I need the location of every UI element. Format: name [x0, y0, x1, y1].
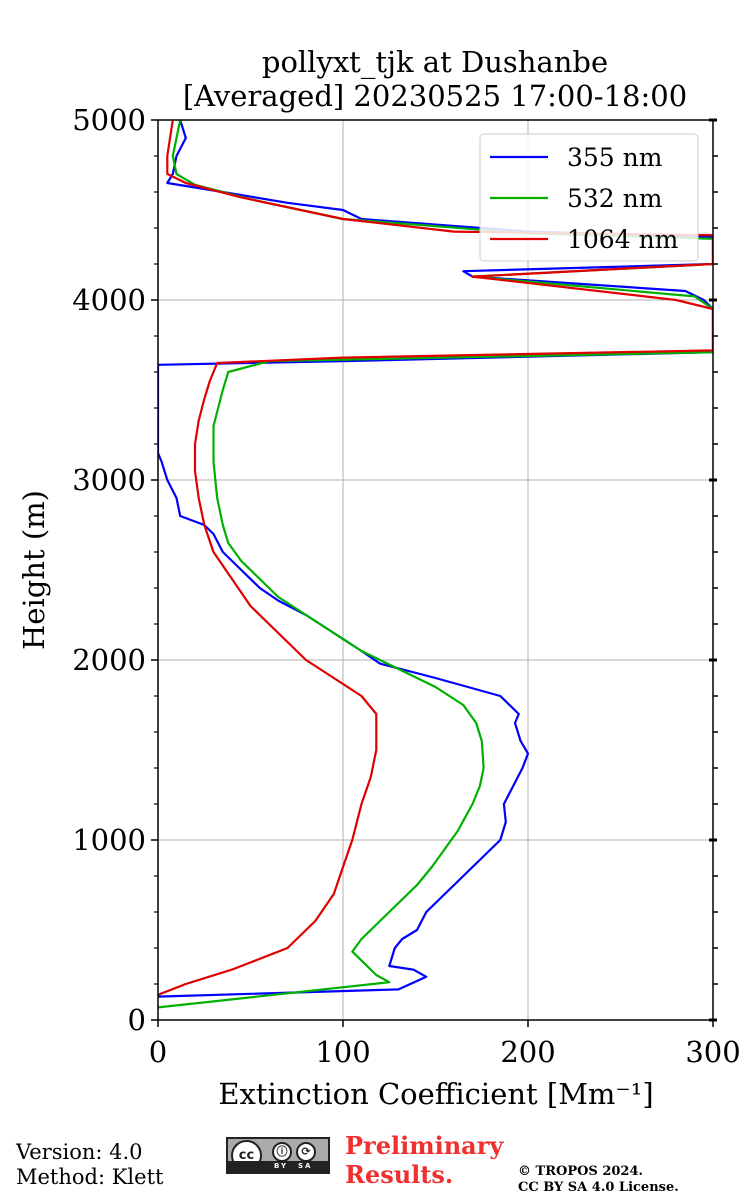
chart-title-line-1: pollyxt_tjk at Dushanbe — [262, 45, 608, 80]
y-axis-label: Height (m) — [17, 490, 51, 650]
chart-title-line-2: [Averaged] 20230525 17:00-18:00 — [183, 79, 687, 113]
copyright-notice: © TROPOS 2024. CC BY SA 4.0 License. — [518, 1164, 679, 1196]
method-text: Method: Klett — [16, 1165, 164, 1189]
legend-label: 1064 nm — [567, 225, 679, 254]
cc-by-label: BY — [274, 1162, 289, 1170]
y-tick-label: 0 — [128, 1003, 146, 1037]
plot-area-frame — [157, 119, 714, 1021]
preliminary-line-1: Preliminary — [345, 1131, 504, 1160]
y-tick-label: 2000 — [72, 643, 146, 677]
y-tick-label: 5000 — [72, 103, 146, 137]
legend-label: 355 nm — [567, 143, 663, 172]
version-text: Version: 4.0 — [16, 1140, 143, 1164]
preliminary-notice: Preliminary Results. — [345, 1131, 503, 1189]
preliminary-line-2: Results. — [345, 1160, 454, 1189]
copyright-line-1: © TROPOS 2024. — [518, 1164, 644, 1179]
cc-sa-label: SA — [298, 1162, 313, 1170]
x-tick-label: 100 — [315, 1035, 370, 1069]
x-tick-label: 0 — [149, 1035, 167, 1069]
legend-label: 532 nm — [567, 184, 663, 213]
y-tick-label: 1000 — [72, 823, 146, 857]
x-tick-label: 300 — [685, 1035, 740, 1069]
version-info: Version: 4.0 Method: Klett — [16, 1140, 163, 1190]
legend-box — [479, 133, 699, 262]
legend: 355 nm 532 nm 1064 nm — [479, 133, 699, 262]
x-axis-label: Extinction Coefficient [Mm⁻¹] — [218, 1077, 653, 1111]
cc-badge-band: BY SA — [228, 1161, 328, 1172]
share-alike-icon: ⟳ — [296, 1142, 316, 1162]
x-tick-label: 200 — [500, 1035, 555, 1069]
cc-license-badge: cc ⓘ ⟳ BY SA — [226, 1137, 330, 1174]
y-tick-label: 4000 — [72, 283, 146, 317]
y-tick-label: 3000 — [72, 463, 146, 497]
by-person-icon: ⓘ — [272, 1142, 292, 1162]
copyright-line-2: CC BY SA 4.0 License. — [518, 1180, 679, 1195]
